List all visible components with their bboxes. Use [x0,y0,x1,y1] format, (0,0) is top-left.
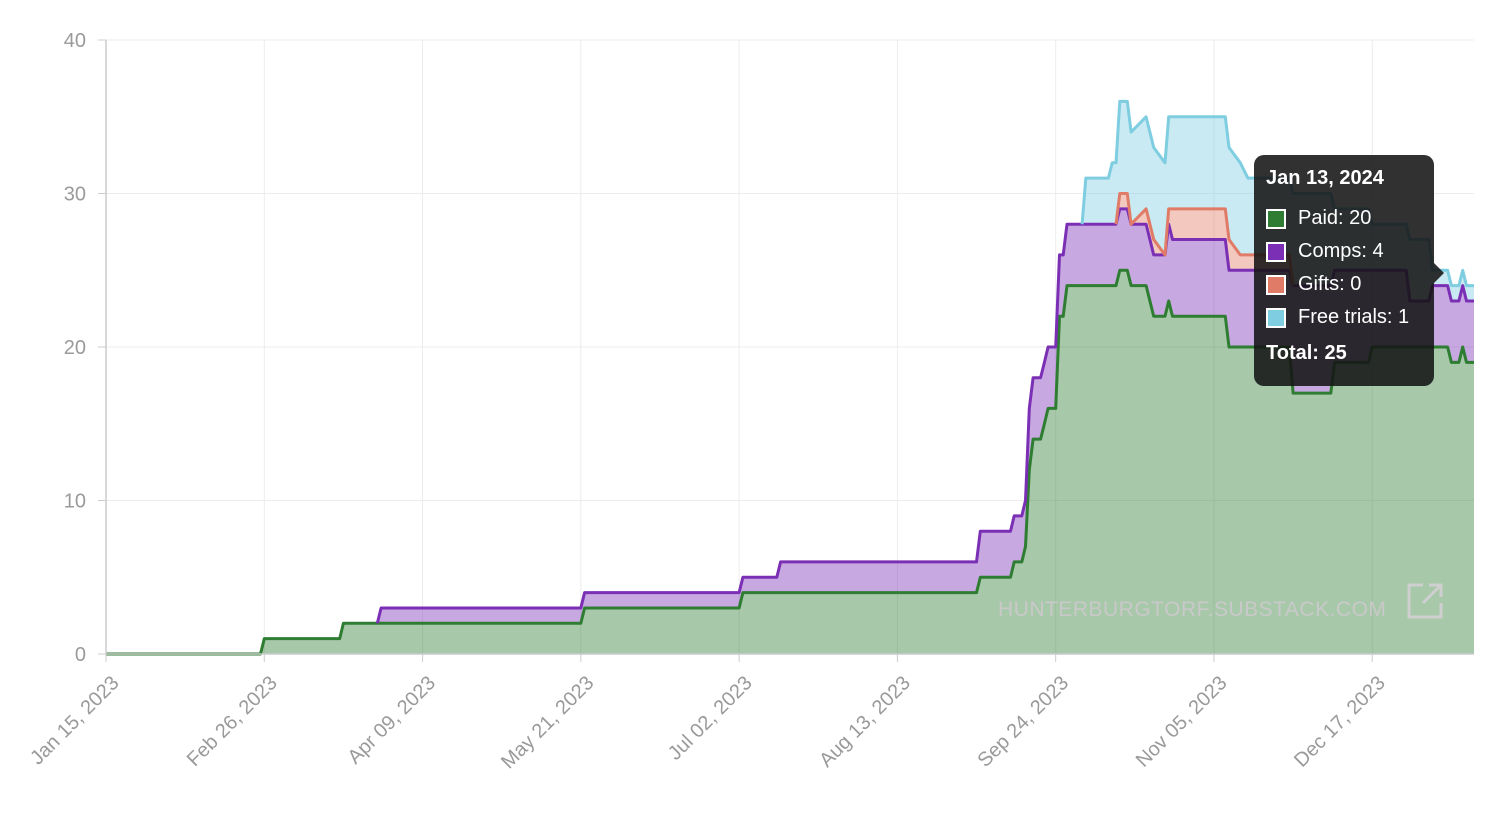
watermark-text: HUNTERBURGTORF.SUBSTACK.COM [998,598,1386,621]
x-tick-label: Feb 26, 2023 [183,672,282,771]
area-layer [106,101,1474,654]
area-paid [106,270,1474,654]
gifts-swatch [1266,274,1286,295]
y-tick-label: 10 [64,491,86,513]
y-tick-label: 20 [64,337,86,359]
tooltip: Jan 13, 2024 Paid: 20 Comps: 4 Gifts: 0 … [1254,155,1444,386]
x-tick-label: Dec 17, 2023 [1290,672,1390,772]
free-trials-swatch [1266,307,1286,328]
y-tick-label: 40 [64,30,86,52]
x-tick-label: Apr 09, 2023 [344,672,441,769]
x-tick-label: Nov 05, 2023 [1132,672,1232,772]
y-tick-label: 0 [75,644,86,666]
tooltip-label: Free trials: 1 [1298,306,1410,328]
x-tick-label: Sep 24, 2023 [974,672,1074,772]
x-tick-label: Jan 15, 2023 [26,672,123,769]
comps-swatch [1266,241,1286,262]
tooltip-label: Paid: 20 [1298,207,1372,229]
tooltip-row-comps: Comps: 4 [1266,235,1422,268]
line-gifts [1114,192,1295,286]
tooltip-total: Total: 25 [1266,342,1347,364]
x-tick-label: Aug 13, 2023 [815,672,915,772]
tooltip-row-gifts: Gifts: 0 [1266,268,1422,301]
tooltip-label: Gifts: 0 [1298,273,1362,295]
tooltip-label: Comps: 4 [1298,240,1384,262]
watermark-layer: HUNTERBURGTORF.SUBSTACK.COM [998,583,1443,621]
external-link-icon[interactable] [1407,583,1443,619]
y-tick-label: 30 [64,184,86,206]
x-tick-label: May 21, 2023 [497,672,598,773]
tooltip-row-free-trials: Free trials: 1 [1266,301,1422,334]
tooltip-row-paid: Paid: 20 [1266,202,1422,235]
paid-swatch [1266,208,1286,229]
x-tick-label: Jul 02, 2023 [664,672,757,765]
tooltip-date: Jan 13, 2024 [1266,167,1384,189]
area-comps [106,208,1474,654]
